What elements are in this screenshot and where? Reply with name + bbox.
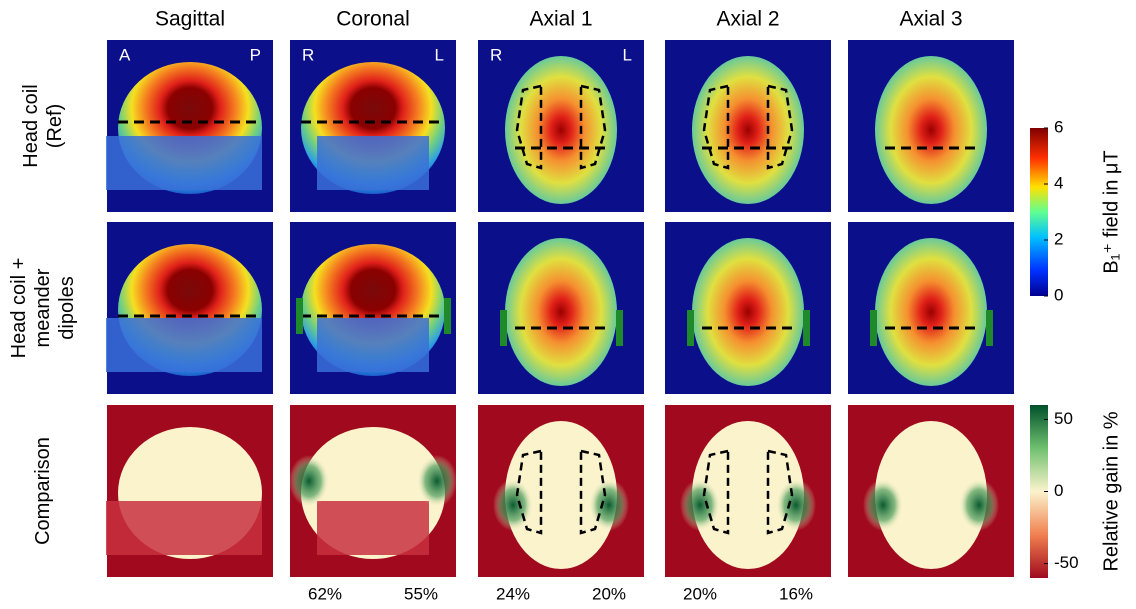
- column-header: Coronal: [336, 8, 410, 31]
- dipole: [296, 298, 303, 334]
- lower-map: [106, 501, 262, 555]
- head-map: [505, 421, 617, 569]
- colorbar-tick-label: 4: [1054, 173, 1063, 192]
- gain-spot: [289, 455, 329, 507]
- column-header: Axial 1: [529, 8, 592, 31]
- percentage-label: 20%: [592, 584, 626, 603]
- roi-outline: [515, 84, 543, 170]
- row-label: Head coil (Ref): [20, 84, 66, 167]
- head-map: [875, 56, 987, 204]
- lower-map: [106, 318, 262, 372]
- gain-spot: [776, 479, 816, 531]
- orientation-label: A: [119, 45, 131, 64]
- roi-outline: [579, 449, 607, 535]
- head-map: [692, 421, 804, 569]
- roi-outline: [766, 84, 794, 170]
- dipole: [986, 310, 993, 346]
- head-map: [875, 421, 987, 569]
- percentage-label: 62%: [308, 584, 342, 603]
- colorbar-tick-label: 2: [1054, 229, 1063, 248]
- lower-map: [317, 501, 429, 555]
- colorbar-tick-label: -50: [1054, 553, 1079, 572]
- colorbar: [1030, 405, 1048, 578]
- roi-outline: [702, 84, 730, 170]
- lower-map: [317, 136, 429, 190]
- row-label-line: (Ref): [44, 104, 66, 148]
- colorbar-label: B₁⁺ field in μT: [1100, 150, 1122, 273]
- gain-spot: [493, 479, 533, 531]
- column-header: Axial 3: [899, 8, 962, 31]
- dipole: [870, 310, 877, 346]
- colorbar: [1030, 128, 1048, 296]
- lower-map: [106, 136, 262, 190]
- orientation-label: P: [250, 45, 261, 64]
- percentage-label: 24%: [496, 584, 530, 603]
- roi-outline: [766, 449, 794, 535]
- dipole: [500, 310, 507, 346]
- lower-map: [317, 318, 429, 372]
- gain-spot: [589, 479, 629, 531]
- dipole: [687, 310, 694, 346]
- dipole: [444, 298, 451, 334]
- gain-spot: [863, 479, 903, 531]
- column-header: Sagittal: [155, 8, 225, 31]
- head-map: [875, 238, 987, 386]
- head-map: [692, 238, 804, 386]
- roi-outline: [515, 449, 543, 535]
- colorbar-tick-label: 50: [1054, 409, 1073, 428]
- gain-spot: [417, 455, 457, 507]
- row-label-line: Head coil +: [8, 258, 30, 359]
- row-label-line: Head coil: [20, 84, 42, 167]
- dipole: [803, 310, 810, 346]
- row-label: Head coil + meander dipoles: [8, 258, 78, 359]
- roi-outline: [702, 449, 730, 535]
- colorbar-label: Relative gain in %: [1100, 411, 1122, 571]
- colorbar-tick-label: 6: [1054, 117, 1063, 136]
- orientation-label: R: [302, 45, 314, 64]
- column-header: Axial 2: [716, 8, 779, 31]
- row-label-line: Comparison: [32, 437, 54, 545]
- row-label: Comparison: [32, 437, 54, 545]
- orientation-label: R: [490, 45, 502, 64]
- percentage-label: 55%: [404, 584, 438, 603]
- percentage-label: 20%: [683, 584, 717, 603]
- head-map: [505, 56, 617, 204]
- head-map: [505, 238, 617, 386]
- dipole: [616, 310, 623, 346]
- colorbar-tick-label: 0: [1054, 481, 1063, 500]
- gain-spot: [959, 479, 999, 531]
- colorbar-tick-label: 0: [1054, 285, 1063, 304]
- orientation-label: L: [435, 45, 444, 64]
- row-label-line: dipoles: [56, 276, 78, 339]
- row-label-line: meander: [32, 268, 54, 347]
- head-map: [692, 56, 804, 204]
- orientation-label: L: [623, 45, 632, 64]
- roi-outline: [579, 84, 607, 170]
- percentage-label: 16%: [779, 584, 813, 603]
- gain-spot: [680, 479, 720, 531]
